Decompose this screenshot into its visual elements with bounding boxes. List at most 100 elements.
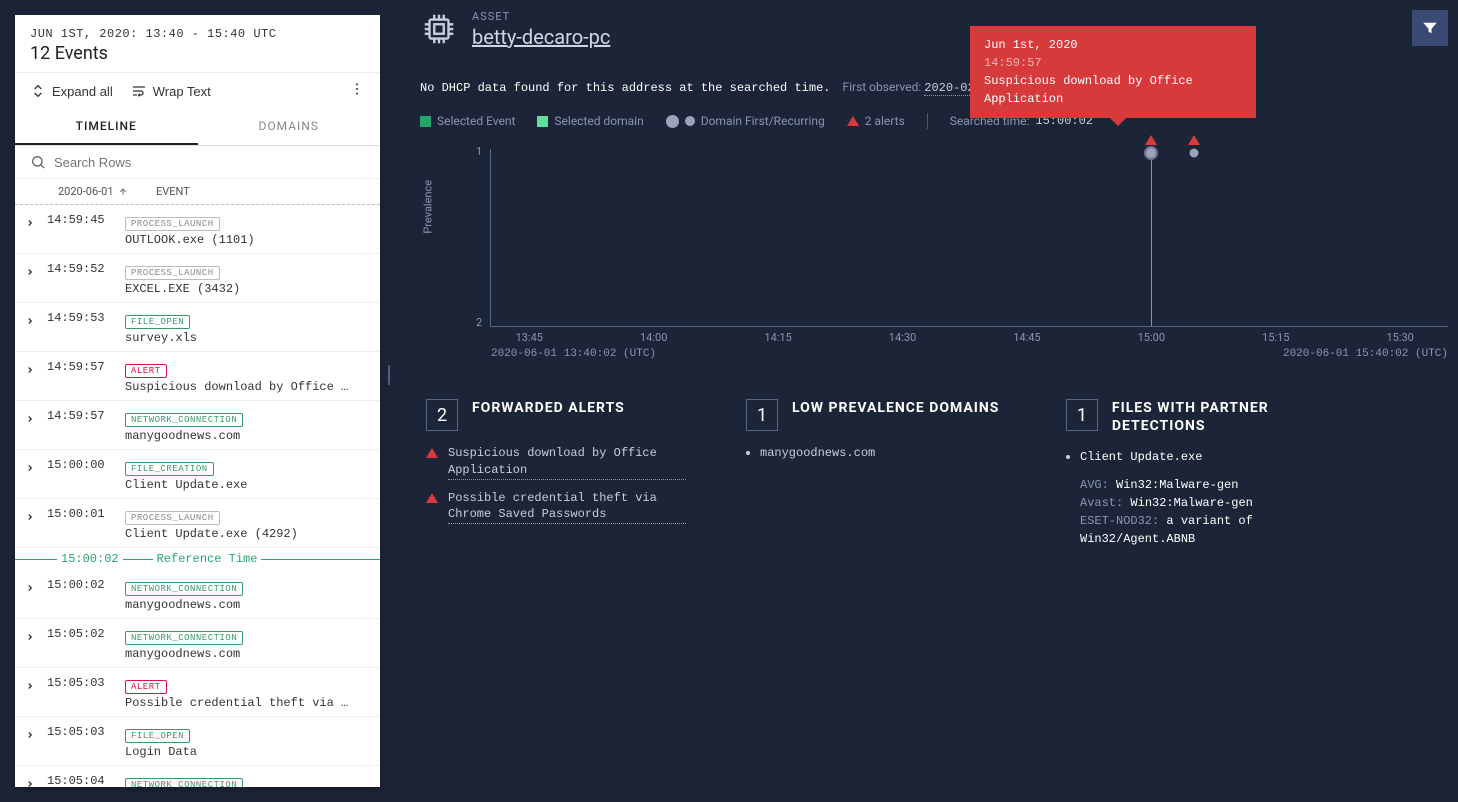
- wrap-text-button[interactable]: Wrap Text: [131, 83, 211, 99]
- alert-item[interactable]: Possible credential theft via Chrome Sav…: [426, 490, 686, 525]
- file-item[interactable]: Client Update.exe: [1066, 449, 1366, 466]
- chevron-right-icon[interactable]: [25, 772, 39, 787]
- event-row[interactable]: 14:59:53FILE_OPENsurvey.xls: [15, 303, 380, 352]
- event-description: Login Data: [125, 745, 370, 759]
- event-description: Client Update.exe: [125, 478, 370, 492]
- domain-marker-icon[interactable]: [1190, 149, 1199, 158]
- summary-title: FILES WITH PARTNER DETECTIONS: [1112, 399, 1366, 435]
- marker-line: [1151, 149, 1152, 326]
- chevron-right-icon[interactable]: [25, 576, 39, 597]
- event-row[interactable]: 14:59:57NETWORK_CONNECTIONmanygoodnews.c…: [15, 401, 380, 450]
- alert-marker-icon[interactable]: [1145, 135, 1157, 145]
- chevron-right-icon[interactable]: [25, 358, 39, 379]
- event-time: 14:59:45: [47, 211, 117, 227]
- event-tag: NETWORK_CONNECTION: [125, 631, 243, 645]
- chevron-right-icon[interactable]: [25, 505, 39, 526]
- triangle-icon: [847, 116, 859, 126]
- more-icon: [349, 81, 365, 97]
- event-row[interactable]: 14:59:57ALERTSuspicious download by Offi…: [15, 352, 380, 401]
- detection-vendor: ESET-NOD32:: [1080, 514, 1159, 528]
- x-tick: 14:00: [640, 331, 667, 344]
- chevron-right-icon[interactable]: [25, 211, 39, 232]
- event-row[interactable]: 14:59:45 PROCESS_LAUNCHOUTLOOK.exe (1101): [15, 205, 380, 254]
- event-row[interactable]: 15:05:02NETWORK_CONNECTIONmanygoodnews.c…: [15, 619, 380, 668]
- event-description: Suspicious download by Office …: [125, 380, 370, 394]
- event-row[interactable]: 15:05:04NETWORK_CONNECTIONmanygoodnews.c…: [15, 766, 380, 787]
- event-row[interactable]: 15:05:03ALERTPossible credential theft v…: [15, 668, 380, 717]
- chevron-right-icon[interactable]: [25, 674, 39, 695]
- chevron-right-icon[interactable]: [25, 260, 39, 281]
- chevron-right-icon[interactable]: [25, 625, 39, 646]
- chevron-right-icon[interactable]: [25, 723, 39, 744]
- event-row[interactable]: 15:00:02NETWORK_CONNECTIONmanygoodnews.c…: [15, 570, 380, 619]
- search-input[interactable]: [54, 155, 365, 170]
- event-time: 14:59:53: [47, 309, 117, 325]
- first-observed-label: First observed:: [842, 80, 921, 94]
- asset-name[interactable]: betty-decaro-pc: [472, 25, 610, 49]
- main: ASSET betty-decaro-pc No DHCP data found…: [420, 10, 1448, 548]
- event-time: 15:00:00: [47, 456, 117, 472]
- detection-item: AVG: Win32:Malware-gen: [1080, 476, 1366, 494]
- domain-item[interactable]: manygoodnews.com: [746, 445, 1006, 462]
- bullet-icon: [746, 451, 750, 455]
- event-body: FILE_CREATION Client Update.exe: [125, 456, 370, 492]
- asset-label: ASSET: [472, 10, 610, 23]
- detection-value: Win32:Malware-gen: [1116, 478, 1238, 492]
- legend-selected-domain: Selected domain: [537, 114, 643, 128]
- square-icon: [420, 116, 431, 127]
- plot-area[interactable]: 2020-06-01 13:40:02 (UTC) 2020-06-01 15:…: [490, 149, 1448, 327]
- event-tag: ALERT: [125, 364, 167, 378]
- alert-marker-icon[interactable]: [1188, 135, 1200, 145]
- legend-alerts: 2 alerts: [847, 114, 905, 128]
- col-event[interactable]: EVENT: [156, 185, 365, 198]
- divider: [927, 113, 928, 129]
- asset-header: ASSET betty-decaro-pc: [420, 10, 1448, 52]
- detection-vendor: Avast:: [1080, 496, 1123, 510]
- event-row[interactable]: 15:00:01PROCESS_LAUNCHClient Update.exe …: [15, 499, 380, 548]
- chart: Prevalence 1 2 2020-06-01 13:40:02 (UTC)…: [460, 139, 1448, 369]
- event-tag: FILE_CREATION: [125, 462, 214, 476]
- event-body: NETWORK_CONNECTIONmanygoodnews.com: [125, 576, 370, 612]
- tab-timeline[interactable]: TIMELINE: [15, 109, 198, 145]
- chevron-right-icon[interactable]: [25, 407, 39, 428]
- event-list: 14:59:45 PROCESS_LAUNCHOUTLOOK.exe (1101)…: [15, 205, 380, 787]
- expand-icon: [30, 83, 46, 99]
- file-name: Client Update.exe: [1080, 449, 1202, 466]
- event-body: NETWORK_CONNECTIONmanygoodnews.com: [125, 772, 370, 787]
- alert-item[interactable]: Suspicious download by Office Applicatio…: [426, 445, 686, 480]
- summary-files-detections: 1 FILES WITH PARTNER DETECTIONS Client U…: [1066, 399, 1366, 548]
- chevron-right-icon[interactable]: [25, 309, 39, 330]
- event-body: PROCESS_LAUNCHOUTLOOK.exe (1101): [125, 211, 370, 247]
- event-body: ALERT Suspicious download by Office …: [125, 358, 370, 394]
- filter-button[interactable]: [1412, 10, 1448, 46]
- drag-handle[interactable]: ┇┇┇┇: [386, 370, 393, 382]
- event-time: 14:59:52: [47, 260, 117, 276]
- expand-all-button[interactable]: Expand all: [30, 83, 113, 99]
- sort-icon: [118, 187, 128, 197]
- tab-domains[interactable]: DOMAINS: [198, 109, 381, 145]
- reference-label: Reference Time: [153, 552, 262, 566]
- domain-marker-icon[interactable]: [1144, 146, 1158, 160]
- event-description: OUTLOOK.exe (1101): [125, 233, 370, 247]
- dhcp-message: No DHCP data found for this address at t…: [420, 81, 830, 95]
- alert-link: Suspicious download by Office Applicatio…: [448, 445, 686, 480]
- x-tick: 14:30: [889, 331, 916, 344]
- reference-time-row: 15:00:02Reference Time: [15, 548, 380, 570]
- col-date[interactable]: 2020-06-01: [58, 185, 148, 198]
- more-menu-button[interactable]: [349, 81, 365, 101]
- x-tick: 14:45: [1013, 331, 1040, 344]
- event-body: FILE_OPENLogin Data: [125, 723, 370, 759]
- chevron-right-icon[interactable]: [25, 456, 39, 477]
- legend-domain-first: Domain First/Recurring: [666, 114, 825, 128]
- circle-icon: [666, 115, 679, 128]
- sidebar-header: JUN 1ST, 2020: 13:40 - 15:40 UTC 12 Even…: [15, 15, 380, 72]
- detection-vendor: AVG:: [1080, 478, 1109, 492]
- wrap-text-label: Wrap Text: [153, 84, 211, 99]
- y-tick: 1: [476, 145, 482, 158]
- detection-item: Avast: Win32:Malware-gen: [1080, 494, 1366, 512]
- event-row[interactable]: 15:05:03FILE_OPENLogin Data: [15, 717, 380, 766]
- filter-icon: [1421, 19, 1439, 37]
- summary-count: 1: [746, 399, 778, 431]
- event-row[interactable]: 14:59:52PROCESS_LAUNCHEXCEL.EXE (3432): [15, 254, 380, 303]
- event-row[interactable]: 15:00:00 FILE_CREATION Client Update.exe: [15, 450, 380, 499]
